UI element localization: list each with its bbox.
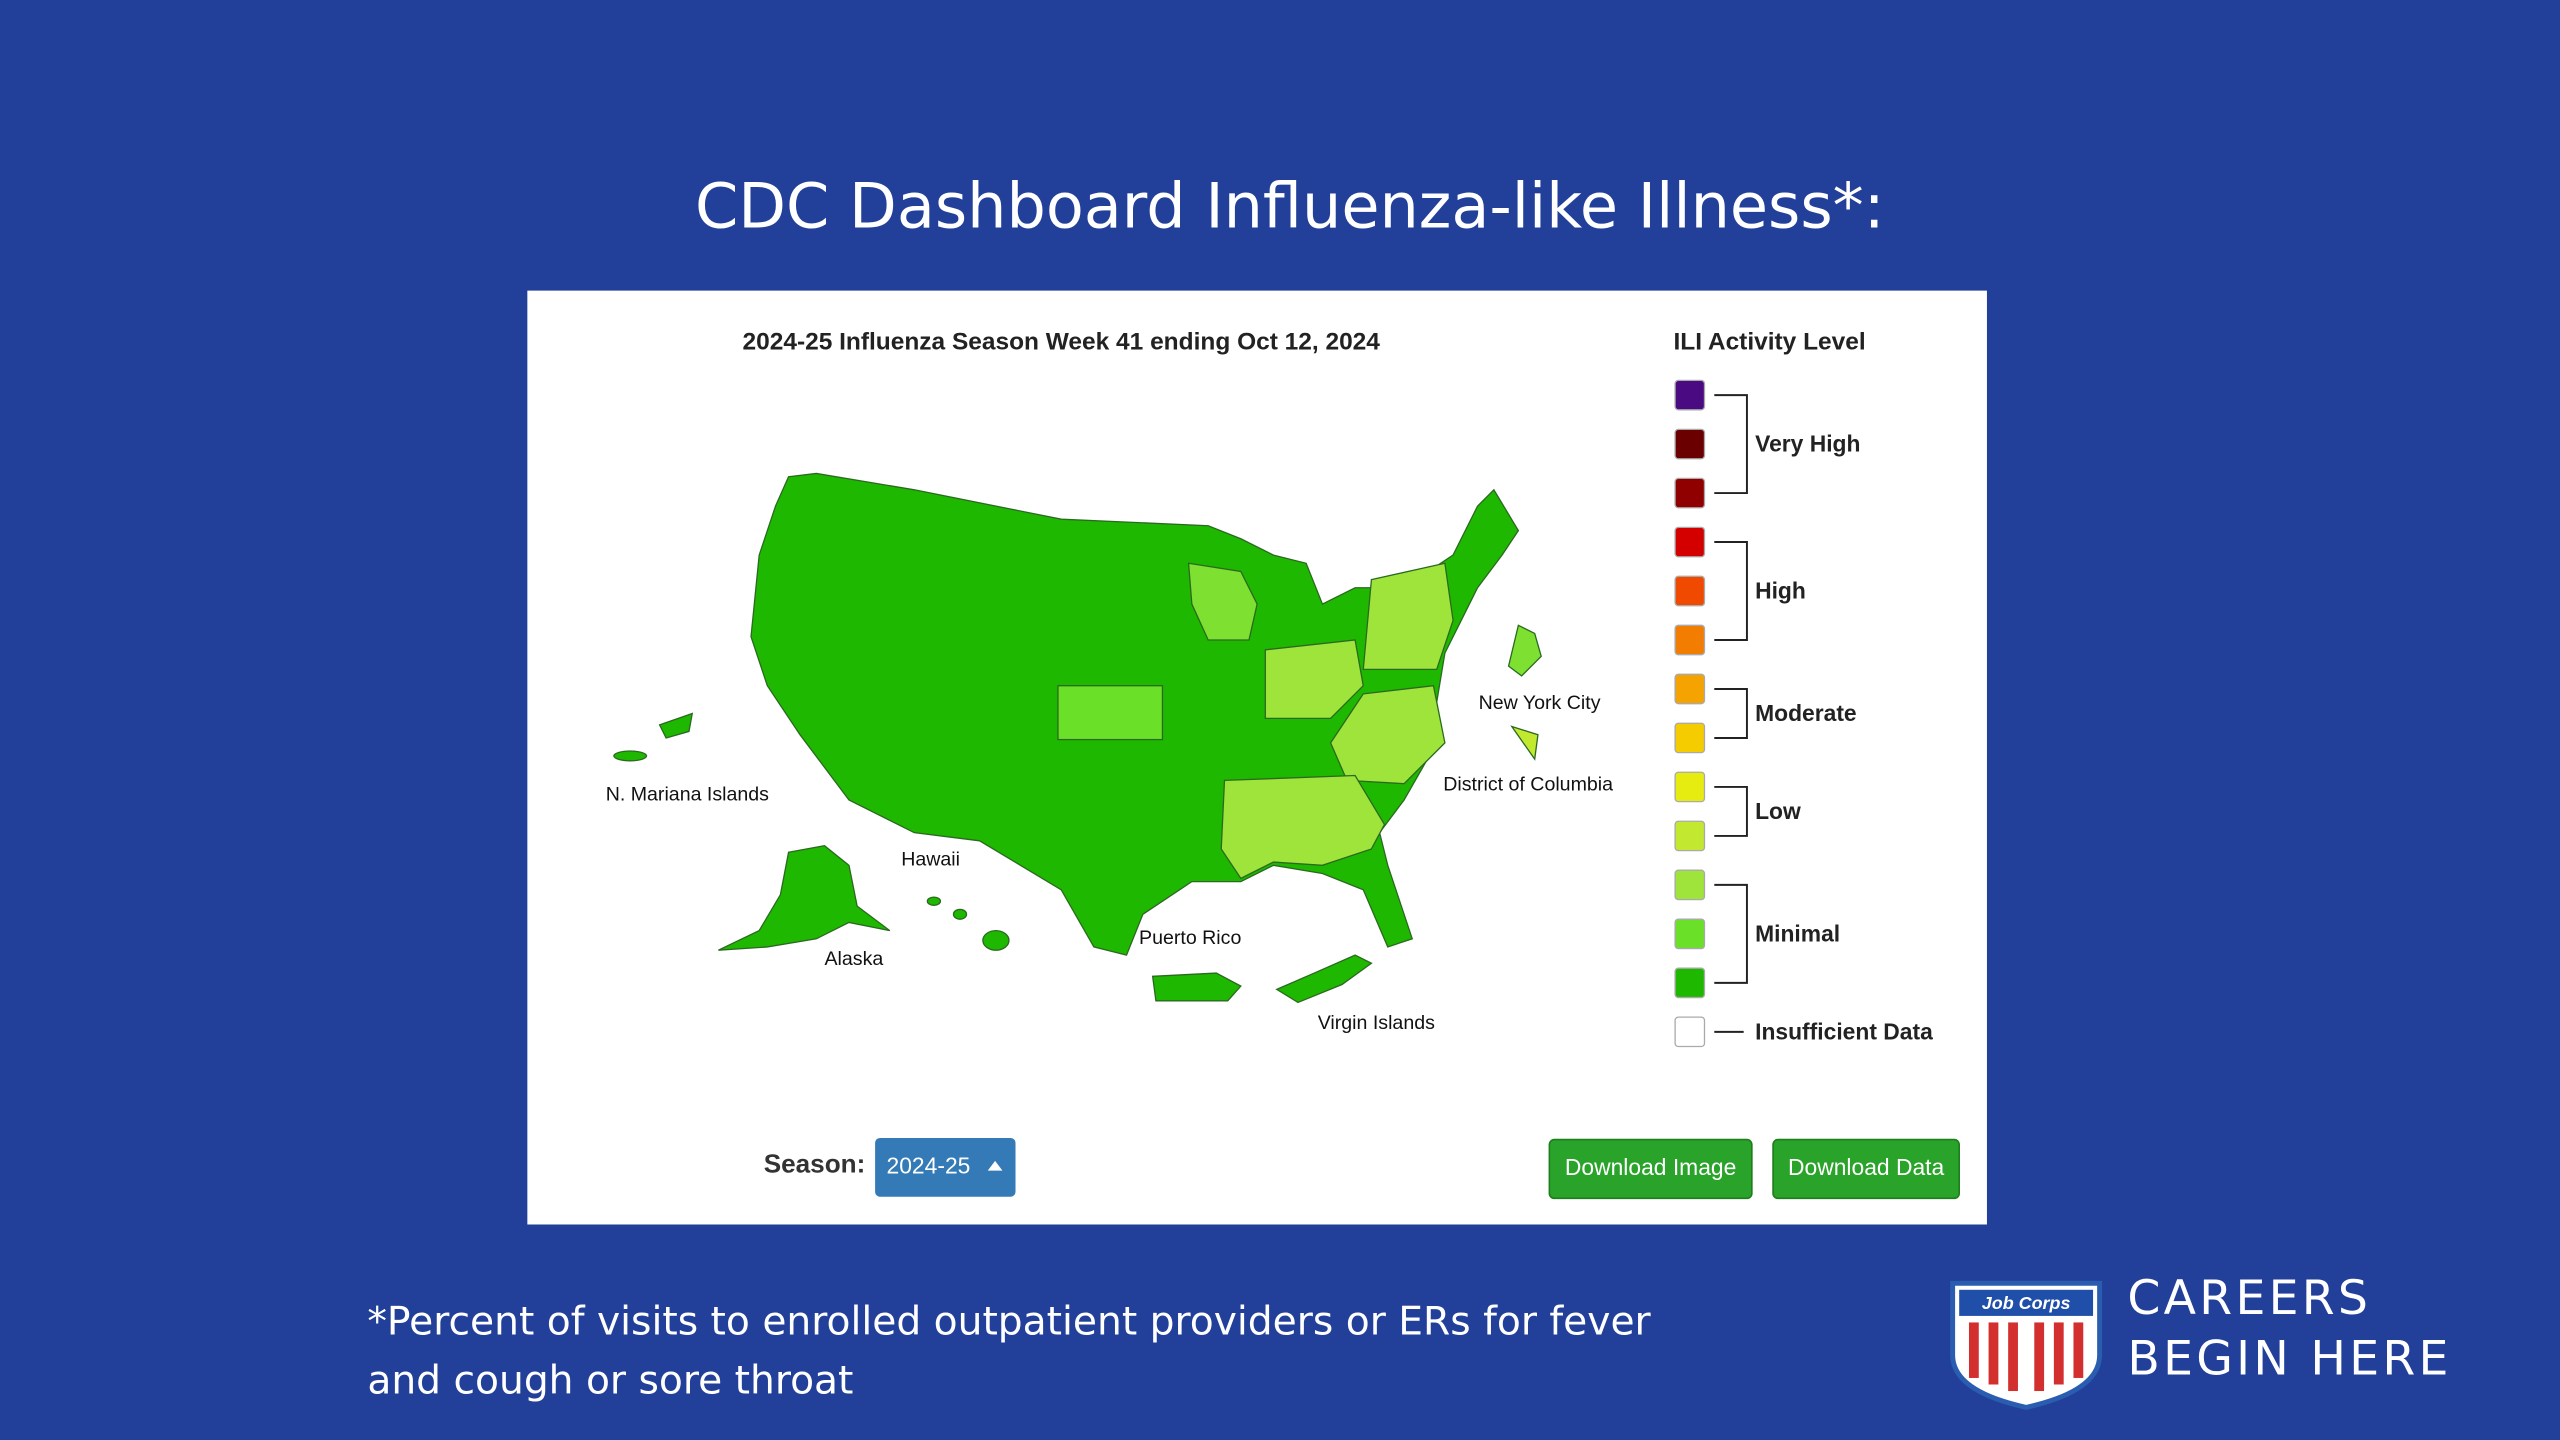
dashboard-title: 2024-25 Influenza Season Week 41 ending … bbox=[743, 328, 1381, 355]
legend-bracket bbox=[1714, 883, 1748, 984]
footnote-line: *Percent of visits to enrolled outpatien… bbox=[367, 1300, 1651, 1345]
mariana-islands bbox=[613, 750, 648, 762]
map-label: District of Columbia bbox=[1443, 773, 1613, 795]
button-box[interactable] bbox=[1772, 1138, 1960, 1200]
legend: Very High High Moderate Low Minimal Insuffici… bbox=[1674, 379, 1933, 1048]
map-label: Hawaii bbox=[901, 849, 960, 871]
slide-title: CDC Dashboard Influenza-like Illness*: bbox=[695, 170, 1885, 243]
legend-swatch bbox=[1674, 771, 1706, 803]
legend-bracket bbox=[1714, 688, 1748, 739]
mariana-islands bbox=[658, 712, 694, 739]
legend-swatch bbox=[1674, 967, 1706, 999]
legend-swatch bbox=[1674, 624, 1706, 656]
legend-swatch bbox=[1674, 477, 1706, 509]
dropdown-box[interactable] bbox=[875, 1137, 1016, 1197]
legend-label: Minimal bbox=[1755, 921, 1840, 947]
hawaii bbox=[952, 908, 968, 920]
legend-swatch bbox=[1674, 379, 1706, 411]
legend-label: Low bbox=[1755, 798, 1801, 824]
new-york-city bbox=[1507, 624, 1542, 677]
legend-label: Insufficient Data bbox=[1755, 1019, 1933, 1045]
legend-swatch bbox=[1674, 1016, 1706, 1048]
virgin-islands bbox=[1275, 954, 1373, 1004]
footnote-line: and cough or sore throat bbox=[367, 1358, 853, 1403]
state-minimal-light bbox=[1264, 639, 1364, 720]
tagline: BEGIN HERE bbox=[2127, 1332, 2451, 1387]
legend-label: Very High bbox=[1755, 431, 1860, 457]
legend-swatch bbox=[1674, 673, 1706, 705]
legend-bracket bbox=[1714, 394, 1748, 495]
dropdown-value[interactable]: 2024-25 bbox=[887, 1152, 971, 1178]
button-box[interactable] bbox=[1548, 1138, 1753, 1200]
state-minimal-light bbox=[1329, 684, 1446, 785]
legend-swatch bbox=[1674, 918, 1706, 950]
legend-swatch bbox=[1674, 820, 1706, 852]
legend-bracket bbox=[1714, 541, 1748, 641]
hawaii bbox=[982, 929, 1010, 951]
season-dropdown[interactable]: 2024-25 bbox=[875, 1137, 1016, 1197]
legend-swatch bbox=[1674, 428, 1706, 460]
download-image-button[interactable]: Download Image bbox=[1548, 1138, 1753, 1200]
legend-label: Moderate bbox=[1755, 700, 1857, 726]
tagline: CAREERS bbox=[2127, 1271, 2371, 1326]
state-minimal-light bbox=[1220, 774, 1386, 880]
badge-text: Job Corps bbox=[1982, 1293, 2071, 1313]
district-of-columbia bbox=[1510, 725, 1539, 761]
state-minimal-light bbox=[1057, 685, 1164, 741]
download-data-button[interactable]: Download Data bbox=[1772, 1138, 1960, 1200]
badge-stripes bbox=[1968, 1322, 2084, 1392]
map-label: N. Mariana Islands bbox=[606, 783, 769, 805]
legend-title: ILI Activity Level bbox=[1673, 328, 1865, 355]
map bbox=[613, 472, 1542, 1004]
state-minimal-light bbox=[1187, 562, 1258, 641]
state-minimal-light bbox=[1362, 562, 1454, 671]
legend-swatch bbox=[1674, 722, 1706, 754]
caret bbox=[987, 1160, 1003, 1171]
legend-swatch bbox=[1674, 869, 1706, 901]
badge-band bbox=[1959, 1289, 2094, 1316]
season-label: Season: bbox=[764, 1149, 866, 1179]
button-label[interactable]: Download Data bbox=[1788, 1154, 1944, 1180]
map-label: Alaska bbox=[824, 948, 883, 970]
map-label: New York City bbox=[1479, 692, 1601, 714]
button-label[interactable]: Download Image bbox=[1565, 1154, 1736, 1180]
puerto-rico bbox=[1151, 972, 1242, 1002]
alaska bbox=[718, 845, 891, 951]
logo: Job Corps CAREERS BEGIN HERE bbox=[1950, 1271, 2451, 1410]
hawaii bbox=[926, 896, 942, 906]
legend-bracket bbox=[1714, 785, 1748, 837]
map-label: Puerto Rico bbox=[1139, 927, 1241, 949]
legend-label: High bbox=[1755, 578, 1806, 604]
map-label: Virgin Islands bbox=[1318, 1012, 1435, 1034]
legend-swatch bbox=[1674, 526, 1706, 558]
legend-swatch bbox=[1674, 575, 1706, 607]
